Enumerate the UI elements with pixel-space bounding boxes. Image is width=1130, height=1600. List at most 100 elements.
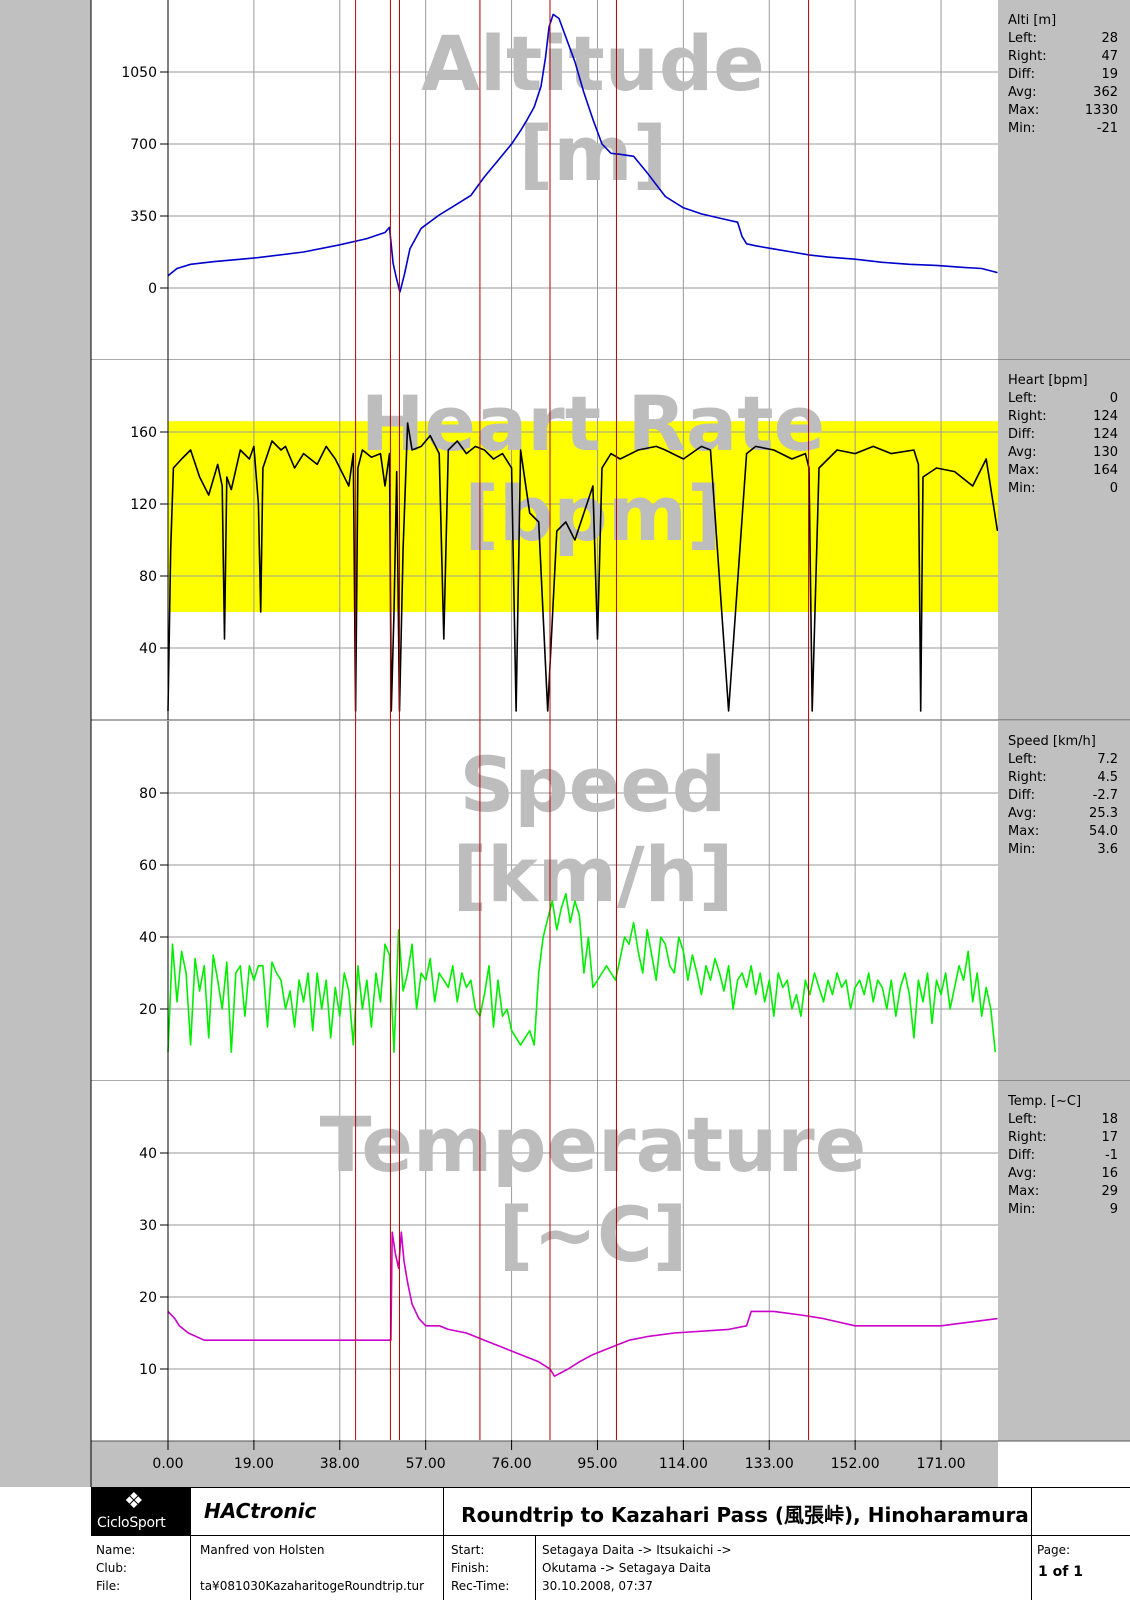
panel-watermark-title: [km/h]: [452, 830, 733, 919]
stats-value: 16: [1101, 1166, 1118, 1181]
start-label: Start:: [451, 1543, 485, 1557]
stats-value: 17: [1101, 1130, 1118, 1145]
stats-label: Right:: [1008, 409, 1047, 424]
stats-label: Avg:: [1008, 806, 1036, 821]
data-series-line: [167, 893, 997, 1053]
report-footer: ❖ CicloSport HACtronic Roundtrip to Kaza…: [91, 1487, 1130, 1600]
name-label: Name:: [96, 1543, 136, 1557]
ciclosport-logo: ❖ CicloSport: [91, 1487, 190, 1535]
x-tick-label: 57.00: [406, 1456, 446, 1472]
stats-label: Left:: [1008, 391, 1037, 406]
report-title: Roundtrip to Kazahari Pass (風張峠), Hinoha…: [461, 1503, 1029, 1527]
product-name: HACtronic: [204, 1499, 317, 1523]
stats-label: Max:: [1008, 103, 1039, 118]
stats-label: Avg:: [1008, 1166, 1036, 1181]
plot-background: [91, 1081, 998, 1441]
stats-label: Max:: [1008, 463, 1039, 478]
chart-panel-0: 0 350 700 1050 Altitude[m] Alti [m] Left: 28 Rig…: [91, 0, 1130, 361]
stats-label: Min:: [1008, 121, 1035, 136]
stats-title: Alti [m]: [1008, 13, 1056, 28]
stats-panel: [998, 0, 1130, 360]
stats-value: 0: [1110, 481, 1118, 496]
stats-value: 18: [1101, 1112, 1118, 1127]
stats-label: Left:: [1008, 752, 1037, 767]
panel-watermark-title: Heart Rate: [361, 379, 825, 468]
data-series-line: [167, 1231, 998, 1377]
chart-panel-2: 20 40 60 80 Speed[km/h] Speed [km/h] Left: 7.2 R…: [91, 721, 1130, 1082]
panel-watermark-title: Altitude: [421, 19, 765, 108]
stats-value: 164: [1093, 463, 1118, 478]
x-tick-label: 152.00: [831, 1456, 880, 1472]
x-tick-label: 19.00: [234, 1456, 274, 1472]
x-tick-label: 133.00: [745, 1456, 794, 1472]
y-tick-label: 40: [139, 930, 157, 946]
page-value: 1 of 1: [1038, 1564, 1083, 1580]
footer-divider-2: [443, 1487, 444, 1600]
stats-panel: [998, 360, 1130, 720]
stats-label: Diff:: [1008, 67, 1035, 82]
finish-label: Finish:: [451, 1561, 490, 1575]
x-tick-label: 171.00: [917, 1456, 966, 1472]
x-tick-label: 95.00: [577, 1456, 617, 1472]
stats-value: 1330: [1085, 103, 1118, 118]
y-tick-label: 80: [139, 569, 157, 585]
stats-value: 29: [1101, 1184, 1118, 1199]
stats-value: 130: [1093, 445, 1118, 460]
stats-value: 362: [1093, 85, 1118, 100]
start-value: Setagaya Daita -> Itsukaichi ->: [542, 1543, 732, 1557]
stats-value: 9: [1110, 1202, 1118, 1217]
y-tick-label: 700: [130, 137, 157, 153]
footer-divider-4: [1031, 1487, 1032, 1600]
ciclosport-mark-icon: ❖: [124, 1489, 144, 1514]
file-value: ta¥081030KazaharitogeRoundtrip.tur: [200, 1579, 425, 1593]
panel-watermark-title: [m]: [519, 109, 668, 198]
panel-watermark-title: Speed: [460, 740, 727, 829]
stats-label: Avg:: [1008, 85, 1036, 100]
stats-value: 54.0: [1089, 824, 1118, 839]
stats-label: Min:: [1008, 842, 1035, 857]
panel-watermark-title: [~C]: [499, 1190, 688, 1279]
chart-panel-3: 10 20 30 40 Temperature[~C] Temp. [~C] Left: 18…: [91, 1081, 1130, 1442]
stats-title: Heart [bpm]: [1008, 373, 1088, 388]
stats-title: Speed [km/h]: [1008, 734, 1096, 749]
y-tick-label: 80: [139, 786, 157, 802]
stats-value: 7.2: [1097, 752, 1118, 767]
stats-label: Diff:: [1008, 1148, 1035, 1163]
stats-value: 3.6: [1097, 842, 1118, 857]
finish-value: Okutama -> Setagaya Daita: [542, 1561, 712, 1575]
name-value: Manfred von Holsten: [200, 1543, 325, 1557]
left-margin-band: [0, 0, 91, 1487]
stats-label: Right:: [1008, 1130, 1047, 1145]
y-tick-label: 40: [139, 1146, 157, 1162]
footer-divider-3: [535, 1535, 536, 1600]
stats-label: Min:: [1008, 481, 1035, 496]
stats-value: -2.7: [1093, 788, 1118, 803]
stats-value: 28: [1101, 31, 1118, 46]
y-tick-label: 120: [130, 497, 157, 513]
rectime-value: 30.10.2008, 07:37: [542, 1579, 653, 1593]
y-tick-label: 160: [130, 425, 157, 441]
rectime-label: Rec-Time:: [451, 1579, 510, 1593]
stats-label: Left:: [1008, 31, 1037, 46]
stats-label: Right:: [1008, 770, 1047, 785]
stats-label: Diff:: [1008, 427, 1035, 442]
stats-panel: [998, 721, 1130, 1081]
x-tick-label: 76.00: [492, 1456, 532, 1472]
data-series-line: [167, 422, 999, 712]
stats-value: -1: [1105, 1148, 1118, 1163]
stats-label: Max:: [1008, 824, 1039, 839]
data-series-line: [167, 13, 998, 293]
footer-mid-rule: [91, 1535, 1130, 1536]
x-tick-label: 114.00: [659, 1456, 708, 1472]
x-axis-band: [91, 1440, 998, 1487]
stats-value: 0: [1110, 391, 1118, 406]
stats-value: 47: [1101, 49, 1118, 64]
page-label: Page:: [1037, 1543, 1071, 1557]
y-tick-label: 10: [139, 1362, 157, 1378]
club-label: Club:: [96, 1561, 127, 1575]
y-tick-label: 40: [139, 641, 157, 657]
stats-value: 25.3: [1089, 806, 1118, 821]
y-tick-label: 30: [139, 1218, 157, 1234]
